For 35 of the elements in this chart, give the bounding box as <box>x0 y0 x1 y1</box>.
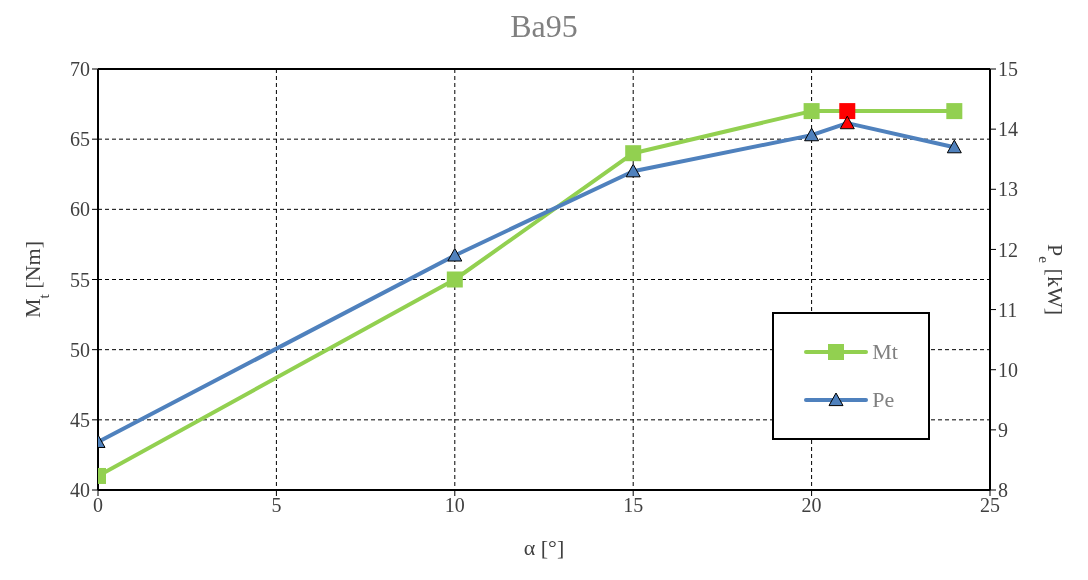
y-tick-label: 65 <box>70 128 90 151</box>
chart-title: Ba95 <box>509 8 579 45</box>
y2-tick-label: 10 <box>998 358 1018 381</box>
y2-tick-label: 12 <box>998 238 1018 261</box>
x-tick-label: 20 <box>801 494 822 517</box>
point <box>447 247 463 262</box>
y2-tick-label: 13 <box>998 178 1018 201</box>
point <box>946 139 962 154</box>
y2-tick-label: 15 <box>998 58 1018 81</box>
x-tick-label: 10 <box>444 494 465 517</box>
y2-tick-label: 8 <box>998 479 1008 502</box>
y2-tick-label: 14 <box>998 118 1018 141</box>
x-tick-label: 15 <box>623 494 644 517</box>
x-tick-label: 0 <box>93 494 103 517</box>
y-tick-label: 50 <box>70 338 90 361</box>
y-tick-label: 45 <box>70 408 90 431</box>
point <box>803 103 820 120</box>
point <box>804 127 820 142</box>
point <box>839 103 856 120</box>
legend-label: Mt <box>872 339 898 365</box>
x-tick-label: 25 <box>980 494 1000 517</box>
y2-tick-label: 11 <box>998 298 1018 321</box>
y2-tick-label: 9 <box>998 418 1008 441</box>
y-tick-label: 60 <box>70 198 90 221</box>
point <box>446 271 463 288</box>
y-tick-label: 40 <box>70 479 90 502</box>
point <box>625 145 642 162</box>
point <box>839 115 855 130</box>
y-tick-label: 55 <box>70 268 90 291</box>
point <box>625 163 641 178</box>
legend-label: Pe <box>872 387 895 413</box>
y-tick-label: 70 <box>70 58 90 81</box>
x-axis-title: α [°] <box>523 535 565 560</box>
x-tick-label: 5 <box>271 494 282 517</box>
point <box>946 103 963 120</box>
